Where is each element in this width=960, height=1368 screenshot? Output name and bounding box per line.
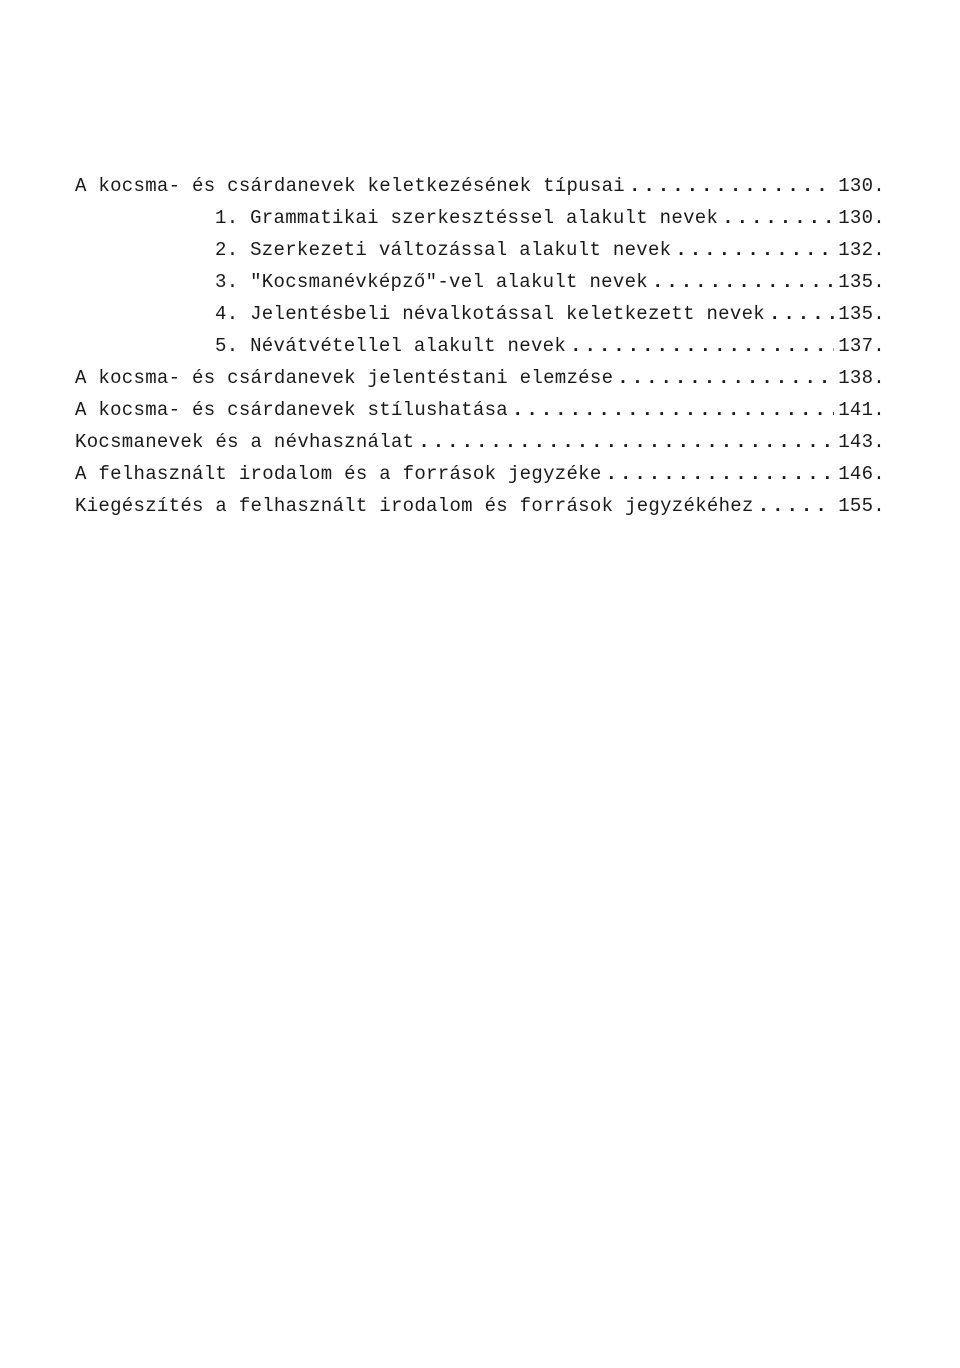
toc-entry-label: Kocsmanevek és a névhasználat <box>75 431 414 453</box>
toc-entry-label: A kocsma- és csárdanevek jelentéstani el… <box>75 367 613 389</box>
toc-dot-leader <box>566 335 834 357</box>
toc-entry-page: 143. <box>834 431 885 453</box>
toc-line: Kiegészítés a felhasznált irodalom és fo… <box>75 495 885 517</box>
toc-entry-label: 2. Szerkezeti változással alakult nevek <box>215 239 671 261</box>
toc-entry-label: A kocsma- és csárdanevek keletkezésének … <box>75 175 625 197</box>
toc-entry-page: 137. <box>834 335 885 357</box>
toc-entry-page: 138. <box>834 367 885 389</box>
toc-dot-leader <box>602 463 835 485</box>
toc-dot-leader <box>671 239 834 261</box>
toc-dot-leader <box>765 303 834 325</box>
toc-entry-label: 4. Jelentésbeli névalkotással keletkezet… <box>215 303 765 325</box>
toc-entry-page: 141. <box>834 399 885 421</box>
toc-entry-label: 1. Grammatikai szerkesztéssel alakult ne… <box>215 207 718 229</box>
toc-dot-leader <box>508 399 834 421</box>
toc-line: A kocsma- és csárdanevek keletkezésének … <box>75 175 885 197</box>
toc-entry-label: Kiegészítés a felhasznált irodalom és fo… <box>75 495 754 517</box>
toc-dot-leader <box>718 207 834 229</box>
toc-line: A kocsma- és csárdanevek stílushatása 141… <box>75 399 885 421</box>
toc-entry-page: 130. <box>834 207 885 229</box>
toc-entry-label: A kocsma- és csárdanevek stílushatása <box>75 399 508 421</box>
toc-line: 1. Grammatikai szerkesztéssel alakult ne… <box>75 207 885 229</box>
toc-entry-page: 132. <box>834 239 885 261</box>
toc-dot-leader <box>625 175 834 197</box>
toc-line: Kocsmanevek és a névhasználat 143. <box>75 431 885 453</box>
toc-dot-leader <box>648 271 834 293</box>
toc-entry-page: 146. <box>834 463 885 485</box>
toc-entry-page: 155. <box>834 495 885 517</box>
toc-entry-label: A felhasznált irodalom és a források jeg… <box>75 463 602 485</box>
toc-entry-page: 130. <box>834 175 885 197</box>
toc-line: A felhasznált irodalom és a források jeg… <box>75 463 885 485</box>
toc-entry-page: 135. <box>834 303 885 325</box>
toc-entry-page: 135. <box>834 271 885 293</box>
toc-line: A kocsma- és csárdanevek jelentéstani el… <box>75 367 885 389</box>
toc-entry-label: 3. "Kocsmanévképző"-vel alakult nevek <box>215 271 648 293</box>
toc-line: 5. Névátvétellel alakult nevek 137. <box>75 335 885 357</box>
toc-dot-leader <box>613 367 834 389</box>
toc-line: 4. Jelentésbeli névalkotással keletkezet… <box>75 303 885 325</box>
toc-line: 2. Szerkezeti változással alakult nevek 1… <box>75 239 885 261</box>
toc-dot-leader <box>414 431 834 453</box>
toc-entry-label: 5. Névátvétellel alakult nevek <box>215 335 566 357</box>
toc-container: A kocsma- és csárdanevek keletkezésének … <box>75 175 885 527</box>
toc-dot-leader <box>754 495 834 517</box>
toc-line: 3. "Kocsmanévképző"-vel alakult nevek 135… <box>75 271 885 293</box>
